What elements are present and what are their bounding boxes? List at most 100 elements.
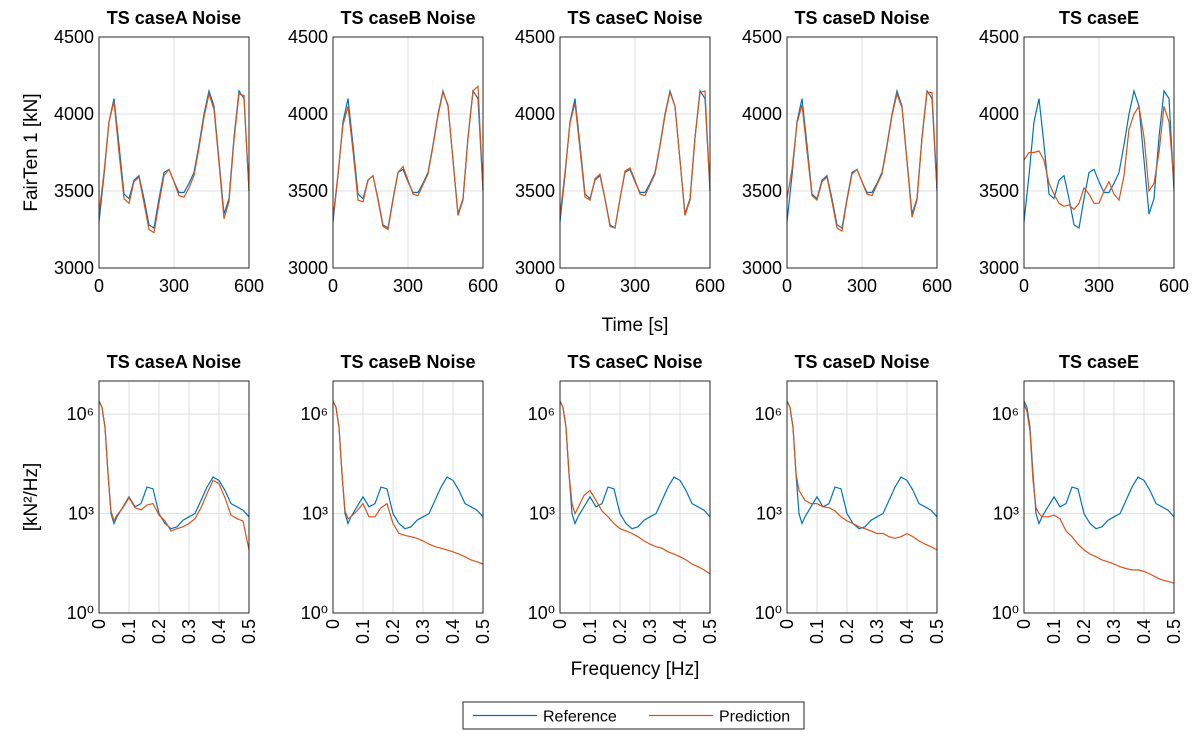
x-tick-label: 0.5 [1164,619,1184,644]
x-tick-label: 0.1 [1044,619,1064,644]
axes-box [786,380,938,614]
x-tick-label: 0 [555,276,565,296]
y-tick-label: 3000 [742,258,782,278]
x-tick-label: 0.5 [473,619,493,644]
y-tick-label: 3500 [979,181,1019,201]
series-line [559,90,711,229]
plot-area [1024,381,1174,613]
x-tick-label: 300 [620,276,650,296]
series-line [1023,104,1175,211]
plot-area [560,381,710,613]
y-tick-label: 3000 [54,258,94,278]
y-tick-label: 10⁶ [67,404,94,424]
axes-box [786,36,938,269]
x-tick-label: 0.2 [610,619,630,644]
legend-label: Prediction [719,709,790,726]
x-tick-label: 0.3 [1104,619,1124,644]
legend-label: Reference [543,709,617,726]
x-tick-label: 600 [468,276,498,296]
x-tick-label: 0 [777,619,797,629]
x-tick-label: 300 [1084,276,1114,296]
x-tick-label: 0.5 [700,619,720,644]
plot-area [99,381,249,613]
y-tick-label: 10⁰ [755,603,782,623]
x-tick-label: 600 [695,276,725,296]
x-tick-label: 0.4 [209,619,229,644]
x-tick-label: 0 [94,276,104,296]
axes-box [98,380,250,614]
x-tick-label: 0.1 [580,619,600,644]
y-tick-label: 10³ [302,504,328,524]
y-tick-label: 4500 [54,27,94,47]
x-tick-label: 0.3 [413,619,433,644]
subplot-title: TS caseE [1059,352,1139,372]
y-tick-label: 10⁶ [301,404,328,424]
subplot-title: TS caseD Noise [794,8,929,28]
y-axis-label: [kN²/Hz] [21,463,42,532]
y-tick-label: 3500 [288,181,328,201]
axes-box [559,380,711,614]
x-tick-label: 0.4 [443,619,463,644]
x-tick-label: 0.1 [353,619,373,644]
y-tick-label: 10³ [993,504,1019,524]
y-tick-label: 10⁰ [67,603,94,623]
y-tick-label: 4500 [742,27,782,47]
x-tick-label: 0.2 [383,619,403,644]
series-line [332,400,484,565]
y-tick-label: 10³ [756,504,782,524]
series-line [98,400,250,530]
axes-box [1023,380,1175,614]
y-tick-label: 10⁶ [528,404,555,424]
x-tick-label: 600 [1159,276,1189,296]
x-tick-label: 0 [89,619,109,629]
series-line [786,400,938,551]
subplot-title: TS caseA Noise [107,352,241,372]
subplot-title: TS caseC Noise [567,352,702,372]
x-tick-label: 0.3 [640,619,660,644]
plot-area [787,381,937,613]
y-tick-label: 4000 [979,104,1019,124]
x-tick-label: 0.3 [867,619,887,644]
series-line [559,400,711,575]
y-tick-label: 3500 [742,181,782,201]
y-tick-label: 10⁶ [992,404,1019,424]
series-line [1023,88,1175,229]
series-line [1023,400,1175,530]
y-tick-label: 10⁶ [755,404,782,424]
axes-box [1023,36,1175,269]
subplot-title: TS caseB Noise [340,352,475,372]
series-line [98,91,250,234]
x-tick-label: 0 [550,619,570,629]
y-tick-label: 4000 [54,104,94,124]
x-axis-label: Frequency [Hz] [571,659,700,680]
x-tick-label: 0.4 [670,619,690,644]
x-tick-label: 600 [922,276,952,296]
subplot-title: TS caseC Noise [567,8,702,28]
y-tick-label: 4500 [979,27,1019,47]
y-tick-label: 4000 [515,104,555,124]
series-line [98,400,250,551]
x-tick-label: 300 [159,276,189,296]
x-tick-label: 0 [782,276,792,296]
x-tick-label: 600 [234,276,264,296]
axes-box [332,36,484,269]
x-tick-label: 0.1 [807,619,827,644]
y-tick-label: 3000 [979,258,1019,278]
y-tick-label: 4000 [288,104,328,124]
y-tick-label: 10⁰ [301,603,328,623]
y-axis-label: FairTen 1 [kN] [21,93,42,211]
x-tick-label: 0.2 [837,619,857,644]
subplot-title: TS caseD Noise [794,352,929,372]
x-tick-label: 0 [328,276,338,296]
axes-box [332,380,484,614]
axes-box [98,36,250,269]
y-tick-label: 3500 [515,181,555,201]
y-tick-label: 10⁰ [528,603,555,623]
x-axis-label: Time [s] [602,315,669,336]
x-tick-label: 0 [1019,276,1029,296]
y-tick-label: 4500 [288,27,328,47]
y-tick-label: 3000 [288,258,328,278]
x-tick-label: 0 [1014,619,1034,629]
subplot-title: TS caseE [1059,8,1139,28]
